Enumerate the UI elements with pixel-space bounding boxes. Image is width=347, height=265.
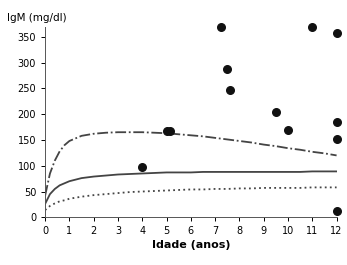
Point: [310, 24, 315, 29]
Point: [227, 88, 232, 92]
Point: [334, 209, 339, 213]
Point: [164, 129, 169, 133]
Point: [218, 24, 224, 29]
Point: [334, 30, 339, 35]
Text: IgM (mg/dl): IgM (mg/dl): [7, 13, 67, 23]
Point: [167, 129, 173, 133]
Point: [225, 67, 230, 72]
Point: [285, 127, 291, 132]
X-axis label: Idade (anos): Idade (anos): [152, 241, 230, 250]
Point: [273, 110, 279, 114]
Point: [334, 137, 339, 141]
Point: [334, 120, 339, 124]
Point: [139, 165, 145, 169]
